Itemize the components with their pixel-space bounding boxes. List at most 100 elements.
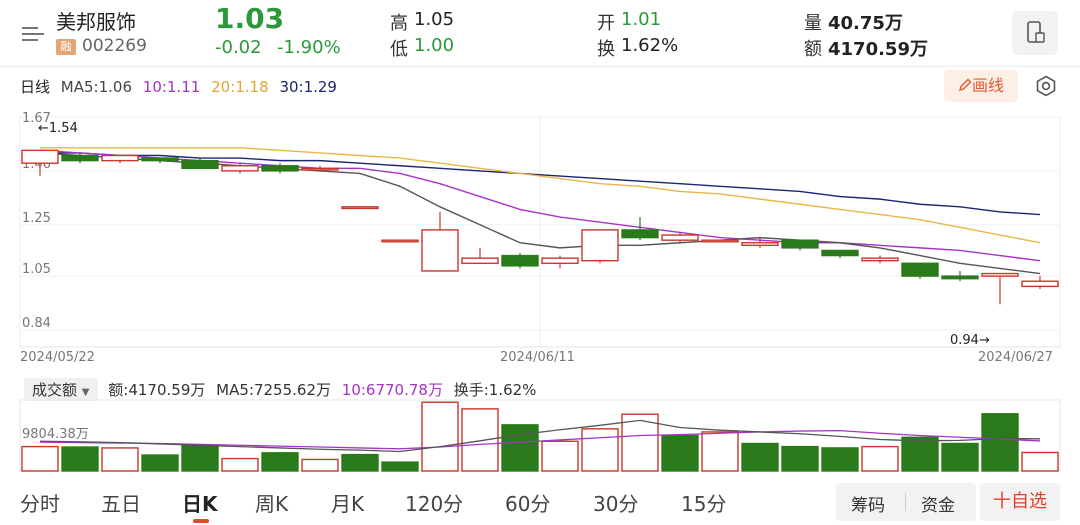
volume-bar (261, 452, 299, 472)
open-value: 1.01 (621, 9, 662, 30)
period-label[interactable]: 日线 (20, 78, 51, 96)
volume-bar (421, 401, 459, 472)
tab-30min[interactable]: 30分 (593, 492, 639, 516)
volume-label: 量 (804, 13, 822, 34)
tab-daily-k[interactable]: 日K (182, 492, 218, 516)
max-price-marker: ←1.54 (38, 121, 78, 136)
volume-bar (101, 447, 139, 472)
candle-body (61, 154, 99, 162)
open-label: 开 (597, 13, 615, 34)
ma5-legend: MA5:1.06 (60, 78, 132, 96)
ma30-line (40, 152, 1041, 216)
volume-bar (221, 457, 259, 472)
y-tick-label: 1.67 (22, 111, 51, 126)
candle-body (741, 242, 779, 247)
tab-15min[interactable]: 15分 (681, 492, 727, 516)
candle-body (461, 257, 499, 264)
volume-ma5: MA5:7255.62万 (216, 381, 331, 399)
funds-button[interactable]: 资金 (921, 496, 955, 516)
price-change: -0.02 (215, 37, 262, 58)
candle-body (941, 275, 979, 280)
volume-bar (1021, 451, 1059, 472)
chart-tools-group: 筹码 资金 (836, 483, 976, 521)
volume-y-tick: 9804.38万 (22, 427, 89, 442)
stock-header: 美邦服饰 融 002269 1.03 -0.02 -1.90% 高 1.05 低… (0, 0, 1080, 66)
indicator-select[interactable]: 成交额 ▼ (24, 378, 98, 401)
stock-name[interactable]: 美邦服饰 (56, 10, 136, 34)
volume-chart[interactable]: 9804.38万 (0, 372, 1080, 476)
ma-legend: 日线 MA5:1.06 10:1.11 20:1.18 30:1.29 (20, 76, 343, 96)
volume-bar (741, 442, 779, 472)
volume-bar (861, 445, 899, 472)
candle-body (341, 206, 379, 210)
tab-intraday[interactable]: 分时 (20, 492, 60, 516)
ma20-legend: 20:1.18 (211, 78, 269, 96)
candle-body (101, 154, 139, 162)
current-price: 1.03 (215, 2, 285, 35)
tab-120min[interactable]: 120分 (405, 492, 464, 516)
volume-ma10: 10:6770.78万 (341, 381, 443, 399)
volume-bar (381, 461, 419, 472)
x-tick-label: 2024/06/11 (500, 350, 575, 365)
high-label: 高 (390, 13, 408, 34)
ma10-legend: 10:1.11 (142, 78, 201, 96)
volume-bar (141, 454, 179, 472)
volume-bar (61, 446, 99, 472)
draw-line-button[interactable]: 画线 (944, 70, 1018, 102)
volume-bar (501, 424, 539, 472)
low-label: 低 (390, 39, 408, 60)
chart-settings-icon[interactable] (1034, 74, 1058, 98)
add-watchlist-button[interactable]: 十自选 (980, 483, 1060, 521)
candle-body (421, 229, 459, 272)
x-tick-label: 2024/06/27 (978, 350, 1053, 365)
tab-monthly-k[interactable]: 月K (331, 492, 365, 516)
menu-icon[interactable] (20, 22, 46, 44)
candle-body (901, 262, 939, 277)
candle-body (181, 159, 219, 170)
phone-rotate-icon (1027, 21, 1045, 43)
draw-line-label: 画线 (971, 76, 1004, 95)
candle-body (781, 239, 819, 249)
volume-bar (581, 428, 619, 472)
volume-bar (541, 440, 579, 472)
pencil-icon (958, 78, 972, 92)
candle-body (261, 165, 299, 172)
volume-amount: 额:4170.59万 (108, 381, 206, 399)
min-price-marker: 0.94→ (950, 333, 990, 348)
kline-chart[interactable]: 1.671.461.251.050.84←1.540.94→2024/05/22… (0, 100, 1080, 372)
candle-body (861, 257, 899, 262)
tab-weekly-k[interactable]: 周K (255, 492, 289, 516)
volume-ma10-line (39, 429, 1041, 450)
volume-bar (21, 445, 59, 472)
candle-body (981, 272, 1019, 277)
volume-bar (661, 434, 699, 472)
candle-body (501, 254, 539, 267)
volume-bar (461, 408, 499, 472)
landscape-toggle-button[interactable] (1012, 11, 1058, 55)
candle-body (581, 229, 619, 262)
volume-ma5-line (39, 419, 1041, 453)
volume-value: 40.75万 (828, 13, 903, 34)
ma20-line (40, 147, 1041, 244)
active-tab-indicator (193, 519, 209, 523)
volume-bar (701, 431, 739, 472)
amount-value: 4170.59万 (828, 39, 928, 60)
volume-turnover: 换手:1.62% (453, 381, 537, 399)
margin-badge: 融 (56, 39, 76, 55)
volume-bar (821, 447, 859, 472)
tab-five-day[interactable]: 五日 (101, 492, 141, 516)
candle-body (821, 249, 859, 257)
candle-body (621, 229, 659, 239)
tab-60min[interactable]: 60分 (505, 492, 551, 516)
period-tabs: 分时 五日 日K 周K 月K 120分 60分 30分 15分 筹码 资金 十自… (0, 478, 1080, 525)
volume-bar (981, 413, 1019, 472)
candle-body (221, 165, 259, 172)
x-tick-label: 2024/05/22 (20, 350, 95, 365)
chips-button[interactable]: 筹码 (851, 496, 885, 516)
candle-body (21, 149, 59, 164)
volume-bar (301, 458, 339, 472)
volume-bar (901, 436, 939, 472)
candle-body (661, 234, 699, 241)
candle-body (701, 239, 739, 243)
y-tick-label: 0.84 (22, 316, 51, 331)
